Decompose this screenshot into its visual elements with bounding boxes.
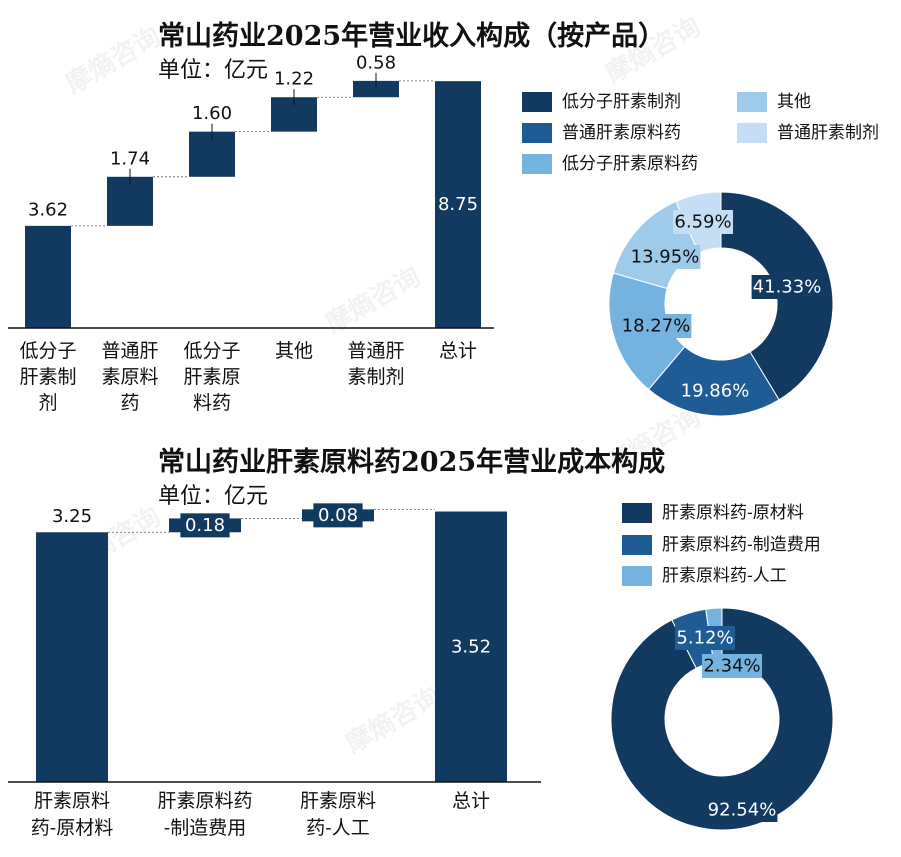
revenue-donut-legend-label: 低分子肝素原料药 <box>562 154 698 174</box>
revenue-waterfall-category-label: 肝素制 <box>19 366 76 388</box>
cost-donut-legend-label: 肝素原料药-制造费用 <box>662 535 821 555</box>
revenue-donut-legend-swatch <box>522 123 552 143</box>
cost-donut-slice <box>610 607 834 831</box>
revenue-waterfall-category-label: 低分子 <box>19 340 76 362</box>
revenue-waterfall-category-label: 普通肝 <box>101 340 158 362</box>
cost-waterfall-category-label: 肝素原料药 <box>157 790 252 812</box>
cost-waterfall-category-label: -制造费用 <box>164 817 246 839</box>
revenue-waterfall-category-label: 素制剂 <box>347 366 404 388</box>
cost-donut-legend-label: 肝素原料药-原材料 <box>662 503 804 523</box>
revenue-waterfall-category-label: 其他 <box>275 340 313 362</box>
revenue-donut-legend-swatch <box>737 123 767 143</box>
cost-donut-slice-label: 92.54% <box>708 800 777 821</box>
revenue-donut-legend-swatch <box>522 92 552 112</box>
cost-waterfall-category-label: 肝素原料 <box>300 790 376 812</box>
revenue-donut-slice-label: 41.33% <box>753 277 822 298</box>
revenue-waterfall-category-label: 剂 <box>38 392 57 414</box>
cost-donut-slice-label: 2.34% <box>703 656 760 677</box>
cost-donut-legend-swatch <box>622 503 652 523</box>
revenue-waterfall-bar <box>107 176 153 226</box>
revenue-donut-slice-label-bg <box>673 210 733 234</box>
revenue-donut-slice-label: 18.27% <box>622 316 691 337</box>
revenue-donut-legend-label: 其他 <box>777 92 811 112</box>
cost-donut-slice-label-bg <box>675 626 735 650</box>
revenue-unit: 单位：亿元 <box>158 58 269 83</box>
revenue-waterfall-category-label: 普通肝 <box>347 340 404 362</box>
cost-donut-legend-swatch <box>622 566 652 586</box>
cost-waterfall: 3.25 肝素原料药-原材料 0.18 肝素原料药 -制造费用 0.08 肝素原料药-人工 3… <box>8 503 541 839</box>
cost-donut: 92.54% 5.12% 2.34% 肝素原料药-原材料肝素原料药-制造费用肝素原料药… <box>610 503 834 831</box>
revenue-donut-slice-label-bg <box>629 245 701 269</box>
cost-waterfall-value-label: 0.18 <box>185 515 225 536</box>
cost-waterfall-bar <box>435 511 507 782</box>
cost-waterfall-value-label: 3.25 <box>52 506 92 527</box>
cost-waterfall-value-label-bg <box>313 503 363 528</box>
revenue-waterfall-value-label: 3.62 <box>28 199 68 220</box>
revenue-waterfall-value-label: 8.75 <box>438 194 478 215</box>
cost-waterfall-value-label-bg <box>180 513 230 538</box>
revenue-donut-legend-swatch <box>522 154 552 174</box>
revenue-waterfall-category-label: 肝素原 <box>183 366 240 388</box>
revenue-waterfall-bar <box>435 81 481 328</box>
cost-waterfall-bar <box>36 532 108 782</box>
revenue-waterfall-category-label: 药 <box>120 392 139 414</box>
cost-donut-slice-label-bg <box>702 654 762 678</box>
revenue-waterfall-category-label: 料药 <box>193 392 231 414</box>
cost-waterfall-category-label: 肝素原料 <box>34 790 110 812</box>
revenue-donut-slice-label: 19.86% <box>681 381 750 402</box>
revenue-waterfall-category-label: 低分子 <box>183 340 240 362</box>
revenue-waterfall-value-label: 1.60 <box>192 103 232 124</box>
revenue-waterfall-value-label: 0.58 <box>356 52 396 73</box>
cost-donut-legend-swatch <box>622 535 652 555</box>
revenue-donut-legend-label: 普通肝素制剂 <box>777 123 879 143</box>
cost-title: 常山药业肝素原料药2025年营业成本构成 <box>158 447 666 478</box>
revenue-waterfall-category-label: 总计 <box>439 340 477 362</box>
revenue-waterfall-bar <box>25 225 71 328</box>
cost-unit: 单位：亿元 <box>158 484 269 509</box>
cost-waterfall-value-label: 0.08 <box>318 505 358 526</box>
revenue-donut-slice-label: 13.95% <box>631 247 700 268</box>
revenue-donut-legend-label: 普通肝素原料药 <box>562 123 681 143</box>
revenue-donut-legend-label: 低分子肝素制剂 <box>562 92 681 112</box>
revenue-donut-slice-label-bg <box>620 314 692 338</box>
cost-waterfall-category-label: 总计 <box>452 790 490 812</box>
revenue-donut-slice-label-bg <box>679 379 751 403</box>
revenue-donut-slice-label-bg <box>751 275 823 299</box>
revenue-waterfall-value-label: 1.74 <box>110 148 150 169</box>
cost-donut-slice-label: 5.12% <box>676 628 733 649</box>
revenue-donut: 41.33%19.86%18.27%13.95%6.59%低分子肝素制剂普通肝素… <box>522 92 879 417</box>
revenue-title: 常山药业2025年营业收入构成（按产品） <box>158 21 666 52</box>
cost-waterfall-category-label: 药-原材料 <box>31 817 113 839</box>
revenue-waterfall-value-label: 1.22 <box>274 69 314 90</box>
revenue-donut-slice-label: 6.59% <box>674 212 731 233</box>
cost-waterfall-category-label: 药-人工 <box>306 817 369 839</box>
cost-waterfall-value-label: 3.52 <box>451 636 491 657</box>
revenue-waterfall-category-label: 素原料 <box>101 366 158 388</box>
cost-donut-legend-label: 肝素原料药-人工 <box>662 566 787 586</box>
revenue-waterfall: 3.62 低分子肝素制剂 1.74 普通肝素原料药 1.60 低分子肝素原料药 1.22 其他… <box>8 52 494 414</box>
cost-donut-slice-label-bg <box>706 798 778 822</box>
revenue-donut-legend-swatch <box>737 92 767 112</box>
revenue-waterfall-bar <box>353 80 399 98</box>
